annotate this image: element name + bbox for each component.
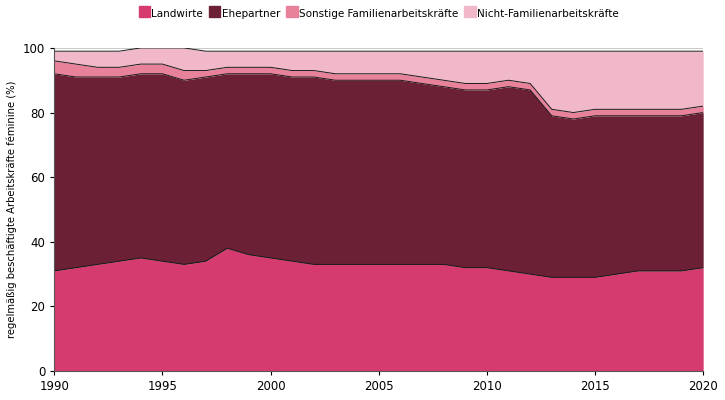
Y-axis label: regelmäßig beschäftigte Arbeitskräfte féminine (%): regelmäßig beschäftigte Arbeitskräfte fé… <box>7 81 17 338</box>
Legend: Landwirte, Ehepartner, Sonstige Familienarbeitskräfte, Nicht-Familienarbeitskräf: Landwirte, Ehepartner, Sonstige Familien… <box>135 5 623 23</box>
